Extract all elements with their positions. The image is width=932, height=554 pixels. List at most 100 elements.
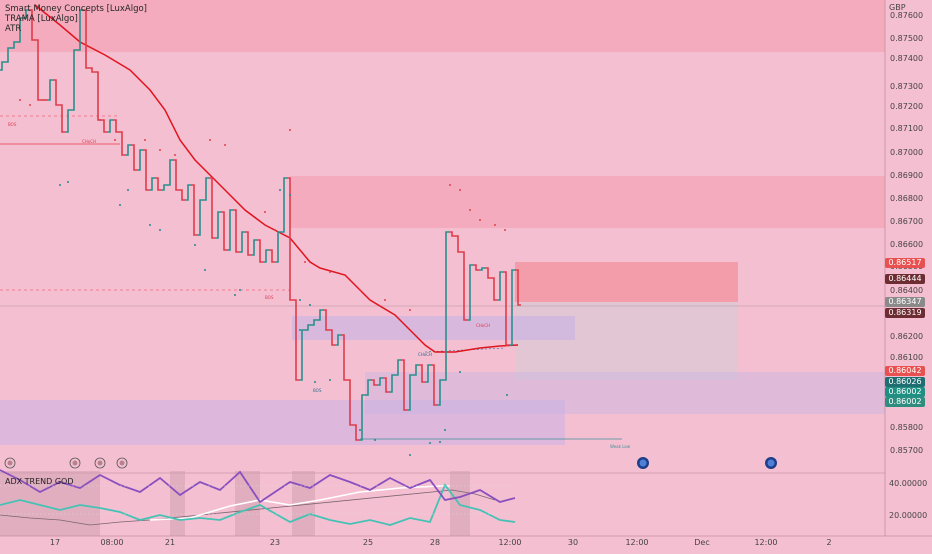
price-tick: 0.87600 — [890, 11, 923, 20]
candle — [395, 359, 401, 376]
signal-dot — [329, 271, 331, 273]
candle — [449, 231, 455, 237]
signal-dot — [127, 189, 129, 191]
candle — [269, 249, 275, 263]
structure-label: BOS — [265, 295, 274, 300]
legend-trama[interactable]: TRAMA [LuxAlgo] — [5, 14, 78, 24]
candle — [383, 377, 389, 393]
adx-signal-line — [149, 485, 450, 521]
candle — [137, 149, 143, 171]
signal-dot — [194, 244, 196, 246]
legend-atr[interactable]: ATR — [5, 24, 22, 34]
candle — [95, 71, 101, 121]
price-tag[interactable]: 0.86347 — [885, 297, 925, 307]
candle — [11, 41, 17, 49]
time-tick: 12:00 — [498, 538, 521, 547]
candle — [323, 309, 329, 331]
signal-dot — [506, 394, 508, 396]
signal-dot — [504, 229, 506, 231]
time-tick: 08:00 — [100, 538, 123, 547]
signal-dot — [439, 441, 441, 443]
candle — [515, 269, 521, 306]
candle — [77, 9, 83, 51]
candle — [83, 9, 89, 69]
signal-dot — [299, 329, 301, 331]
structure-label: Weak Low — [610, 444, 631, 449]
osc-highlight — [170, 471, 185, 536]
candle — [65, 109, 71, 133]
candle — [59, 104, 65, 133]
candle — [353, 424, 359, 441]
price-tick: 0.85800 — [890, 423, 923, 432]
candle — [227, 209, 233, 251]
candle — [467, 264, 473, 321]
candle — [53, 79, 59, 106]
candle — [341, 334, 347, 381]
signal-dot — [29, 104, 31, 106]
candle — [209, 177, 215, 239]
candle — [413, 364, 419, 376]
price-tag[interactable]: 0.86026 — [885, 377, 925, 387]
candle — [317, 309, 323, 321]
candle — [425, 364, 431, 383]
signal-dot — [67, 181, 69, 183]
candle — [17, 17, 23, 43]
candle — [329, 329, 335, 346]
legend-smc[interactable]: Smart Money Concepts [LuxAlgo] — [5, 4, 147, 14]
candle — [347, 379, 353, 426]
candle — [47, 79, 53, 101]
signal-dot — [274, 229, 276, 231]
signal-dot — [224, 144, 226, 146]
price-tick: 0.87500 — [890, 34, 923, 43]
candle — [461, 251, 467, 321]
signal-dot — [449, 184, 451, 186]
structure-label: CHoCH — [476, 323, 490, 328]
candle — [455, 235, 461, 253]
time-tick: Dec — [694, 538, 709, 547]
candle — [245, 231, 251, 256]
candle — [311, 319, 317, 326]
osc-tick: 20.00000 — [889, 511, 927, 520]
structure-label: BOS — [313, 388, 322, 393]
event-icon — [97, 460, 103, 466]
signal-dot — [59, 184, 61, 186]
candle — [215, 211, 221, 239]
price-tick: 0.86700 — [890, 217, 923, 226]
price-tick: 0.86400 — [890, 286, 923, 295]
candle — [287, 177, 293, 301]
oscillator-title[interactable]: ADX TREND GOD — [5, 477, 74, 486]
price-tag[interactable]: 0.86319 — [885, 308, 925, 318]
price-tag[interactable]: 0.86002 — [885, 387, 925, 397]
signal-dot — [234, 294, 236, 296]
signal-dot — [264, 211, 266, 213]
candle — [101, 119, 107, 133]
candle — [407, 374, 413, 411]
candle — [473, 264, 479, 271]
price-tag[interactable]: 0.86517 — [885, 258, 925, 268]
event-icon — [72, 460, 78, 466]
signal-dot — [174, 154, 176, 156]
signal-dot — [289, 129, 291, 131]
di-plus-line — [0, 469, 516, 504]
signal-dot — [239, 289, 241, 291]
candle — [371, 379, 377, 386]
signal-dot — [149, 224, 151, 226]
price-tick: 0.86100 — [890, 353, 923, 362]
price-tag[interactable]: 0.86444 — [885, 274, 925, 284]
candle — [401, 359, 407, 411]
signal-dot — [494, 224, 496, 226]
price-tick: 0.86800 — [890, 194, 923, 203]
price-tag[interactable]: 0.86002 — [885, 397, 925, 407]
candle — [497, 271, 503, 301]
time-tick: 28 — [430, 538, 440, 547]
price-tag[interactable]: 0.86042 — [885, 366, 925, 376]
candle — [179, 189, 185, 201]
economic-event-icon — [639, 459, 647, 467]
zone — [515, 302, 738, 380]
event-icon — [4, 457, 16, 469]
candle — [257, 239, 263, 263]
candle — [377, 377, 383, 386]
candle — [89, 67, 95, 73]
